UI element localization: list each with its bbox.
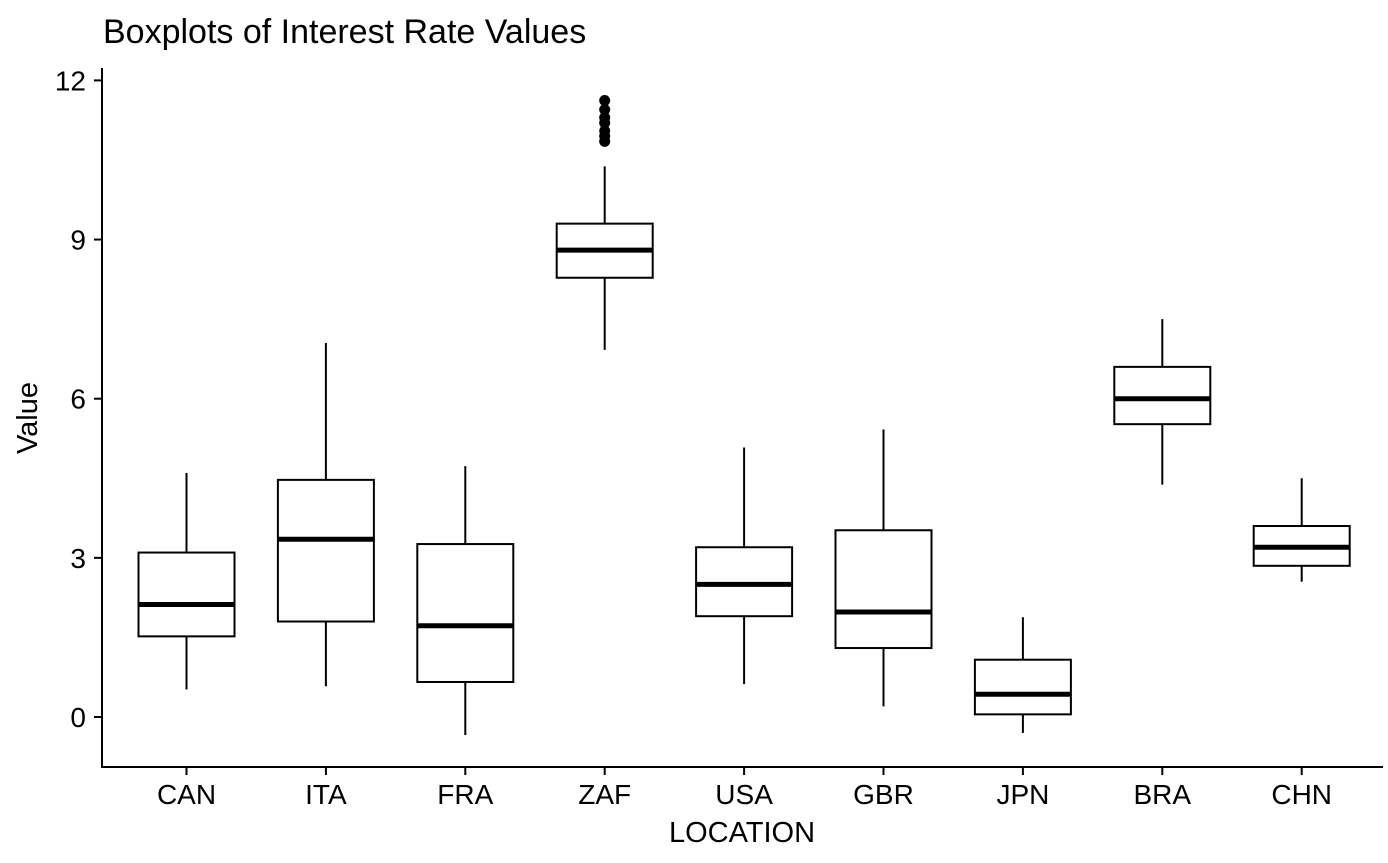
outlier-point: [599, 95, 611, 107]
box-gbr: [834, 429, 933, 707]
x-tick-label: JPN: [996, 779, 1049, 810]
box-jpn: [973, 617, 1072, 733]
x-tick-label: FRA: [437, 779, 493, 810]
y-axis-ticks: 0 3 6 9 12: [55, 65, 102, 733]
box-zaf: [555, 95, 654, 350]
box-ita: [276, 342, 375, 687]
outlier-point: [599, 125, 611, 137]
chart-title: Boxplots of Interest Rate Values: [103, 13, 586, 51]
box-usa: [695, 447, 794, 685]
x-tick-label: CHN: [1271, 779, 1332, 810]
plot-area: [137, 95, 1351, 736]
box-iqr: [276, 478, 375, 623]
box-iqr: [973, 658, 1072, 716]
y-tick-label: 3: [70, 543, 86, 574]
y-axis-title: Value: [12, 382, 44, 454]
x-tick-label: CAN: [157, 779, 216, 810]
y-tick-label: 0: [70, 702, 86, 733]
x-axis-ticks: CAN ITA FRA ZAF USA GBR JPN BRA CHN: [157, 767, 1332, 810]
box-fra: [416, 466, 515, 736]
box-chn: [1252, 478, 1351, 582]
box-iqr: [416, 543, 515, 683]
box-iqr: [137, 551, 236, 638]
x-tick-label: USA: [715, 779, 773, 810]
y-tick-label: 6: [70, 384, 86, 415]
y-tick-label: 9: [70, 225, 86, 256]
box-iqr: [834, 529, 933, 650]
box-iqr: [695, 546, 794, 618]
x-tick-label: BRA: [1134, 779, 1192, 810]
outlier-point: [599, 104, 611, 116]
y-tick-label: 12: [55, 65, 86, 96]
outlier-point: [599, 112, 611, 124]
box-can: [137, 472, 236, 690]
x-tick-label: ITA: [305, 779, 347, 810]
x-tick-label: ZAF: [578, 779, 631, 810]
x-tick-label: GBR: [853, 779, 914, 810]
x-axis-title: LOCATION: [669, 817, 815, 849]
box-iqr: [1113, 365, 1212, 426]
box-bra: [1113, 319, 1212, 485]
